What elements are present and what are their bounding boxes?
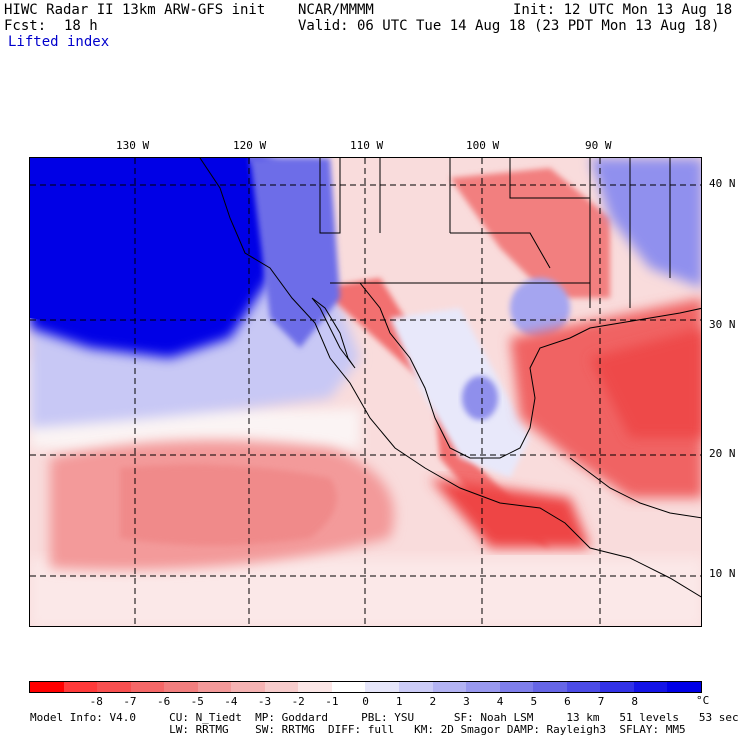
colorbar-tick-label: 2 [429, 695, 437, 708]
lon-label-130w: 130 W [116, 139, 150, 152]
colorbar-swatch [264, 682, 299, 692]
colorbar-swatch [499, 682, 534, 692]
field-name: Lifted index [8, 34, 110, 50]
colorbar-tick-label: 3 [463, 695, 470, 708]
colorbar [29, 681, 702, 693]
fcst-value: 18 h [64, 18, 98, 34]
init-time: Init: 12 UTC Mon 13 Aug 18 [513, 2, 733, 18]
colorbar-swatch [365, 682, 400, 692]
lat-label-30n: 30 N [709, 318, 736, 331]
california-blue [250, 158, 340, 348]
colorbar-swatch [63, 682, 98, 692]
colorbar-swatch [432, 682, 467, 692]
lat-label-10n: 10 N [709, 567, 736, 580]
colorbar-tick-label: 8 [631, 695, 638, 708]
colorbar-swatch [164, 682, 198, 692]
colorbar-tick-label: -1 [325, 695, 339, 708]
colorbar-swatch [466, 682, 500, 692]
pacific-deep-blue-core [30, 158, 255, 333]
colorbar-swatch [130, 682, 165, 692]
colorbar-tick-label: -5 [190, 695, 204, 708]
fcst-label: Fcst: [4, 18, 47, 34]
colorbar-tick-label: 1 [395, 695, 403, 708]
map-canvas [30, 158, 701, 626]
org-label: NCAR/MMMM [298, 2, 374, 18]
model-info-line1: Model Info: V4.0 CU: N_Tiedt MP: Goddard… [30, 711, 739, 724]
colorbar-swatch [533, 682, 567, 692]
colorbar-swatch [197, 682, 232, 692]
colorbar-tick-label: -4 [224, 695, 238, 708]
graticule [30, 158, 701, 626]
colorbar-unit: °C [696, 694, 710, 707]
model-title: HIWC Radar II 13km ARW-GFS init [4, 2, 266, 18]
northeast-blue [590, 158, 701, 288]
colorbar-swatch [298, 682, 332, 692]
lon-label-100w: 100 W [466, 139, 500, 152]
caribbean-deep-red [590, 328, 701, 438]
colorbar-tick-label: -8 [89, 695, 103, 708]
lon-label-120w: 120 W [233, 139, 267, 152]
colorbar-tick-label: 5 [530, 695, 538, 708]
valid-time: Valid: 06 UTC Tue 14 Aug 18 (23 PDT Mon … [298, 18, 720, 34]
colorbar-tick-label: 4 [496, 695, 504, 708]
colorbar-swatch [633, 682, 668, 692]
plateau-blue-cell [462, 376, 498, 420]
colorbar-tick-label: -3 [257, 695, 272, 708]
colorbar-swatch [231, 682, 265, 692]
coastlines [199, 158, 701, 598]
colorbar-tick-label: 6 [564, 695, 571, 708]
colorbar-swatch [667, 682, 701, 692]
lon-label-110w: 110 W [350, 139, 384, 152]
colorbar-tick-label: -2 [291, 695, 305, 708]
colorbar-swatch [30, 682, 64, 692]
colorbar-tick-label: -6 [156, 695, 171, 708]
colorbar-tick-label: 7 [597, 695, 605, 708]
colorbar-swatch [97, 682, 131, 692]
central-america-red [430, 478, 590, 548]
lat-label-20n: 20 N [709, 447, 736, 460]
colorbar-tick-label: 0 [362, 695, 369, 708]
colorbar-swatch [600, 682, 634, 692]
texas-blue-patch [510, 278, 570, 338]
colorbar-tick-label: -7 [123, 695, 137, 708]
model-info-line2: LW: RRTMG SW: RRTMG DIFF: full KM: 2D Sm… [30, 723, 686, 736]
colorbar-swatch [331, 682, 366, 692]
lifted-index-map [29, 157, 702, 627]
lat-label-40n: 40 N [709, 177, 736, 190]
lon-label-90w: 90 W [585, 139, 612, 152]
mexico-west-red [320, 278, 550, 548]
mexico-plateau-stable [390, 308, 530, 478]
colorbar-swatch [566, 682, 601, 692]
tropical-pacific-core [120, 464, 337, 546]
colorbar-swatch [399, 682, 433, 692]
